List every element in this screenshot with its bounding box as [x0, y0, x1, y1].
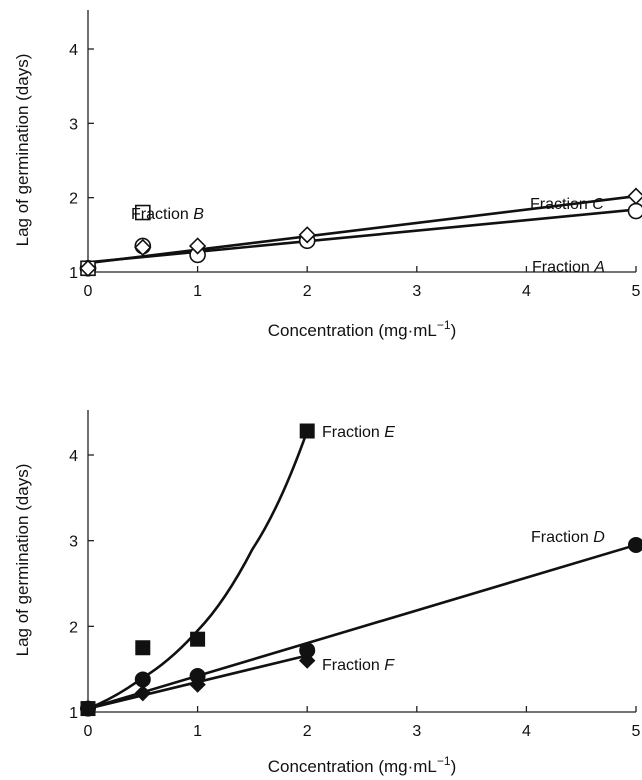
y-tick-label: 4	[69, 448, 78, 465]
fraction-a-fit-line	[87, 208, 637, 264]
fraction-f-point	[189, 676, 206, 693]
x-axis-label: Concentration (mg·mL−1)	[268, 318, 456, 340]
x-tick-label: 1	[193, 723, 202, 740]
fraction-c-point	[79, 259, 97, 277]
x-tick-label: 2	[303, 283, 312, 300]
fraction-c-point	[134, 238, 152, 257]
y-tick-label: 1	[69, 705, 78, 722]
fraction-c-point	[188, 237, 207, 255]
x-tick-label: 3	[412, 283, 421, 300]
fraction-f-point	[79, 700, 97, 717]
fraction-c-point	[298, 226, 316, 244]
fraction-d-point	[628, 536, 642, 553]
x-tick-label: 3	[412, 723, 421, 740]
x-tick-label: 2	[303, 723, 312, 740]
x-tick-label: 1	[193, 283, 202, 300]
y-tick-label: 1	[69, 265, 78, 282]
fraction-f-label: Fraction F	[322, 657, 395, 674]
x-tick-label: 4	[522, 723, 531, 740]
y-axis-label: Lag of germination (days)	[13, 464, 32, 657]
x-axis-label: Concentration (mg·mL−1)	[268, 754, 456, 776]
fraction-d-label: Fraction D	[531, 529, 605, 546]
y-tick-label: 3	[69, 534, 78, 551]
fraction-a-label: Fraction A	[532, 259, 605, 276]
fraction-e-fit-curve	[87, 430, 309, 710]
x-tick-label: 0	[84, 283, 93, 300]
fraction-c-fit-line	[87, 194, 637, 265]
x-tick-label: 0	[84, 723, 93, 740]
fraction-a-point	[627, 202, 642, 220]
fraction-c-label: Fraction C	[530, 196, 604, 213]
fraction-b-point	[135, 204, 151, 221]
y-tick-label: 3	[69, 116, 78, 133]
fraction-d-point	[134, 671, 151, 688]
y-tick-label: 2	[69, 191, 78, 208]
fraction-e-point	[190, 631, 206, 647]
fraction-e-label: Fraction E	[322, 424, 395, 441]
y-tick-label: 4	[69, 42, 78, 59]
fraction-e-point	[135, 640, 151, 656]
fraction-c-point	[627, 187, 642, 205]
x-tick-label: 4	[522, 283, 531, 300]
y-tick-label: 2	[69, 619, 78, 636]
fraction-e-point	[299, 423, 315, 439]
y-axis-label: Lag of germination (days)	[13, 54, 32, 247]
fraction-d-fit-line	[87, 543, 637, 710]
fraction-f-point	[134, 684, 152, 702]
x-tick-label: 5	[632, 283, 641, 300]
fraction-b-label: Fraction B	[131, 206, 204, 223]
x-tick-label: 5	[632, 723, 641, 740]
fraction-f-point	[298, 652, 316, 669]
